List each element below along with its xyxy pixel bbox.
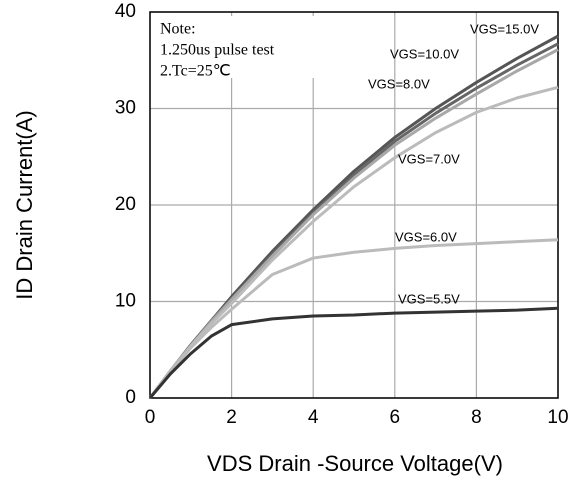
series-label: VGS=6.0V xyxy=(395,229,457,244)
y-axis-label: ID Drain Current(A) xyxy=(12,110,37,299)
series-line xyxy=(148,306,559,399)
series-line xyxy=(148,238,559,399)
series-line xyxy=(148,48,559,399)
x-tick-label: 4 xyxy=(308,407,319,428)
x-tick-label: 2 xyxy=(226,407,237,428)
series-label: VGS=15.0V xyxy=(470,21,539,36)
series-label: VGS=5.5V xyxy=(398,291,460,306)
series-line xyxy=(148,42,559,399)
note-box xyxy=(155,16,365,78)
x-tick-label: 10 xyxy=(547,407,568,428)
y-tick-label: 0 xyxy=(125,387,136,408)
x-tick-label: 0 xyxy=(145,407,156,428)
x-tick-label: 8 xyxy=(471,407,482,428)
y-tick-label: 20 xyxy=(115,194,136,215)
x-tick-label: 6 xyxy=(390,407,401,428)
series-label: VGS=8.0V xyxy=(368,76,430,91)
series-label: VGS=7.0V xyxy=(398,151,460,166)
x-axis-label: VDS Drain -Source Voltage(V) xyxy=(207,451,503,476)
series-label: VGS=10.0V xyxy=(390,46,459,61)
note-text: Note: xyxy=(160,21,196,38)
plot-frame xyxy=(149,11,559,399)
y-tick-label: 40 xyxy=(115,1,136,22)
note-text: 1.250us pulse test xyxy=(160,42,275,59)
series-line xyxy=(148,34,559,399)
y-tick-label: 30 xyxy=(115,98,136,119)
y-tick-label: 10 xyxy=(115,291,136,312)
note-text: 2.Tc=25℃ xyxy=(160,63,231,80)
